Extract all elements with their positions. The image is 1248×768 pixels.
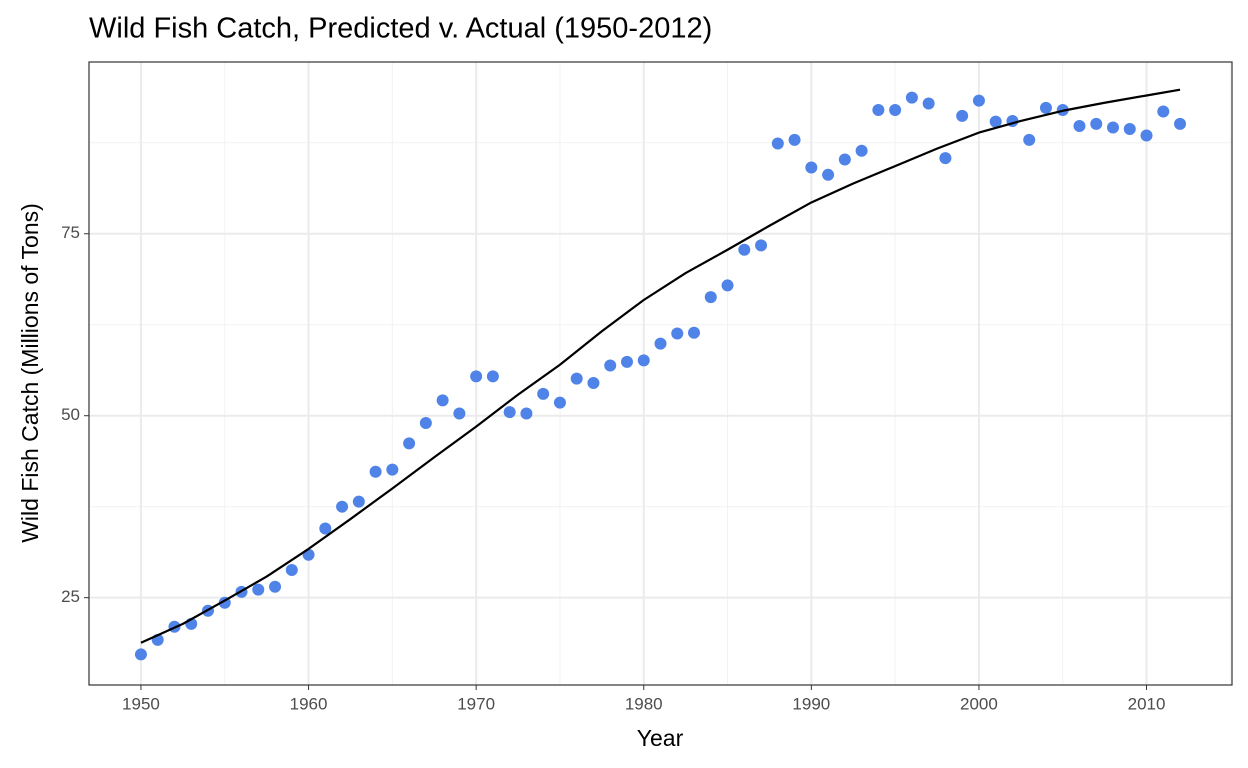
point xyxy=(269,580,282,593)
point xyxy=(922,97,935,110)
point xyxy=(1174,117,1187,130)
point xyxy=(369,465,382,478)
x-tick-label: 1970 xyxy=(457,694,495,713)
point xyxy=(738,243,751,256)
point xyxy=(419,416,432,429)
point xyxy=(386,463,399,476)
point xyxy=(1039,101,1052,114)
point xyxy=(654,337,667,350)
point xyxy=(872,104,885,117)
point xyxy=(704,291,717,304)
point xyxy=(470,370,483,383)
point xyxy=(855,144,868,157)
panel-border xyxy=(88,61,1233,686)
point xyxy=(838,153,851,166)
point xyxy=(620,355,633,368)
point xyxy=(553,396,566,409)
point xyxy=(805,161,818,174)
point xyxy=(989,115,1002,128)
point xyxy=(788,133,801,146)
fitted-line xyxy=(140,88,1181,644)
point xyxy=(905,91,918,104)
point xyxy=(403,437,416,450)
point xyxy=(336,500,349,513)
point xyxy=(889,104,902,117)
point xyxy=(822,168,835,181)
point xyxy=(520,407,533,420)
x-tick-label: 1960 xyxy=(290,694,328,713)
point xyxy=(771,137,784,150)
x-tick-label: 1950 xyxy=(122,694,160,713)
point xyxy=(453,407,466,420)
point xyxy=(134,648,147,661)
y-axis-label: Wild Fish Catch (Millions of Tons) xyxy=(17,203,43,543)
point xyxy=(1140,129,1153,142)
x-tick-label: 2010 xyxy=(1128,694,1166,713)
point xyxy=(1090,117,1103,130)
point xyxy=(721,279,734,292)
point xyxy=(755,239,768,252)
point xyxy=(604,359,617,372)
point xyxy=(352,495,365,508)
point xyxy=(1023,133,1036,146)
x-tick-label: 2000 xyxy=(960,694,998,713)
point xyxy=(537,387,550,400)
x-axis-label: Year xyxy=(637,725,684,751)
point xyxy=(688,326,701,339)
point xyxy=(252,583,265,596)
point xyxy=(570,372,583,385)
point xyxy=(956,109,969,122)
point xyxy=(972,94,985,107)
point xyxy=(637,354,650,367)
point xyxy=(1123,122,1136,135)
point xyxy=(285,564,298,577)
x-tick-label: 1990 xyxy=(792,694,830,713)
y-tick-label: 50 xyxy=(61,405,80,424)
point xyxy=(436,394,449,407)
point xyxy=(1107,121,1120,134)
point xyxy=(587,376,600,389)
point xyxy=(939,152,952,165)
point xyxy=(1157,105,1170,118)
y-tick-label: 25 xyxy=(61,587,80,606)
y-tick-label: 75 xyxy=(61,223,80,242)
chart-title: Wild Fish Catch, Predicted v. Actual (19… xyxy=(89,13,712,45)
x-tick-label: 1980 xyxy=(625,694,663,713)
point xyxy=(503,406,516,419)
point xyxy=(486,370,499,383)
point xyxy=(319,522,332,535)
point xyxy=(671,327,684,340)
point xyxy=(1073,120,1086,133)
